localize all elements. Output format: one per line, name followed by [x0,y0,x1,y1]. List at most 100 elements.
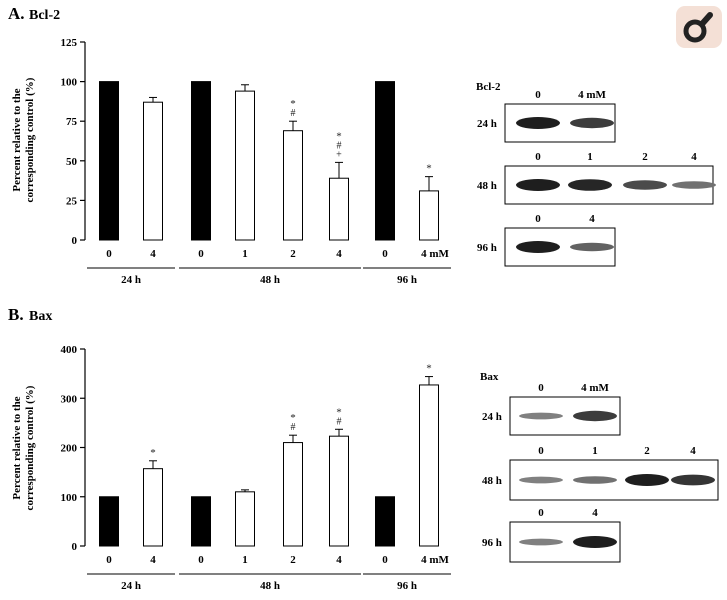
y-tick-label: 0 [72,235,78,247]
significance-mark: * [336,130,342,142]
x-tick-label: 0 [198,248,204,260]
bar [235,491,255,547]
panel-a-ylabel-line1: Percent relative to the [11,88,23,191]
blot-time-label: 48 h [482,475,502,487]
x-tick-label: 4 [336,248,342,260]
x-tick-label: 2 [290,554,296,566]
blot-band [516,117,560,129]
x-tick-label: 4 mM [421,554,449,566]
x-tick-label: 0 [106,248,112,260]
y-tick-label: 50 [66,156,78,168]
group-label: 96 h [397,274,417,286]
blot-protein-label: Bax [480,371,499,383]
panel-b-letter: B. [8,305,24,324]
blot-lane-label: 0 [535,89,541,101]
panel-a-letter: A. [8,4,25,23]
blot-time-label: 48 h [477,180,497,192]
significance-mark: * [150,447,156,459]
bar [191,496,211,547]
blot-lane-label: 1 [587,151,593,163]
significance-mark: * [290,412,296,424]
panel-a-title: Bcl-2 [29,8,60,23]
blot-lane-label: 0 [538,445,544,457]
blot-band [573,410,617,422]
bar [329,435,349,547]
blot-band [516,241,560,253]
blot-band [623,180,667,190]
significance-mark: + [336,149,342,160]
blot-band [568,179,612,191]
blot-lane-label: 4 mM [581,382,609,394]
significance-mark: # [291,108,296,119]
x-tick-label: 4 [336,554,342,566]
x-tick-label: 0 [382,554,388,566]
blot-lane-label: 0 [535,213,541,225]
significance-mark: * [426,163,432,175]
blot-lane-label: 4 [592,507,598,519]
bar [283,442,303,547]
blot-lane-label: 4 [691,151,697,163]
significance-mark: * [426,363,432,375]
group-label: 24 h [121,580,141,592]
blot-band [573,536,617,548]
bar [419,384,439,547]
blot-band [573,476,617,484]
blot-lane-label: 2 [642,151,648,163]
blot-band [570,117,614,129]
y-tick-label: 100 [61,492,78,504]
blot-band [671,474,715,486]
bar [143,468,163,547]
significance-mark: # [291,422,296,433]
panel-a-western-blot: Bcl-2 0 4 mM 24 h 0 1 2 4 48 h 0 4 96 h [476,81,716,267]
blot-band [625,474,669,486]
blot-time-label: 96 h [477,242,497,254]
bar [235,90,255,241]
bar [191,81,211,241]
blot-lane-label: 4 mM [578,89,606,101]
bar [375,81,395,241]
magnifier-logo-icon [676,6,722,48]
significance-mark: # [337,140,342,151]
blot-time-label: 24 h [477,118,497,130]
significance-mark: * [290,98,296,110]
blot-band [519,412,563,420]
bar [375,496,395,547]
blot-lane-label: 4 [690,445,696,457]
bar [143,101,163,241]
y-tick-label: 400 [61,344,78,356]
blot-time-label: 24 h [482,411,502,423]
x-tick-label: 4 [150,248,156,260]
y-tick-label: 300 [61,393,78,405]
significance-mark: # [337,416,342,427]
bar [329,177,349,241]
blot-band [570,242,614,252]
bar [99,81,119,241]
blot-protein-label: Bcl-2 [476,81,501,93]
y-tick-label: 125 [61,37,78,49]
x-tick-label: 1 [242,248,248,260]
blot-band [672,181,716,189]
blot-lane-label: 0 [538,507,544,519]
x-tick-label: 1 [242,554,248,566]
bar [283,130,303,241]
group-label: 96 h [397,580,417,592]
panel-b-western-blot: Bax 0 4 mM 24 h 0 1 2 4 48 h 0 4 96 h [480,371,719,563]
y-tick-label: 0 [72,541,78,553]
y-tick-label: 200 [61,443,78,455]
panel-a-ylabel-line2: corresponding control (%) [24,77,36,202]
blot-lane-label: 0 [535,151,541,163]
x-tick-label: 4 [150,554,156,566]
bar [99,496,119,547]
blot-lane-label: 4 [589,213,595,225]
blot-lane-label: 2 [644,445,650,457]
group-label: 24 h [121,274,141,286]
blot-band [519,538,563,546]
x-tick-label: 2 [290,248,296,260]
y-tick-label: 25 [66,195,78,207]
significance-mark: * [336,406,342,418]
blot-band [516,179,560,191]
panel-b-title: Bax [29,309,52,324]
